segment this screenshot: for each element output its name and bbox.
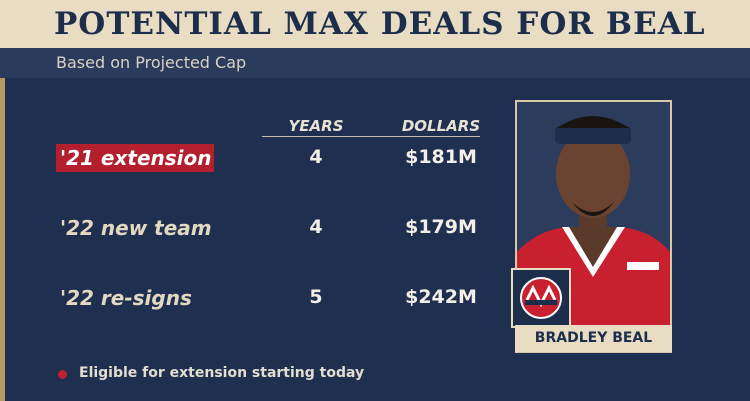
footnote-dot	[58, 370, 67, 379]
dollars-cell: $181M	[405, 146, 477, 168]
edge-stripe	[0, 78, 5, 401]
row-label: '21 extension	[56, 144, 214, 172]
row-label: '22 new team	[60, 216, 212, 240]
dollars-cell: $179M	[405, 216, 477, 238]
header-rule	[262, 136, 480, 137]
title-band	[0, 0, 750, 48]
team-logo	[511, 268, 571, 328]
title: POTENTIAL MAX DEALS FOR BEAL	[54, 6, 706, 42]
subtitle-band	[0, 48, 750, 78]
years-cell: 4	[309, 216, 323, 238]
player-name: BRADLEY BEAL	[534, 330, 653, 346]
dollars-cell: $242M	[405, 286, 477, 308]
logo-mark	[520, 277, 562, 319]
footnote: Eligible for extension starting today	[79, 365, 365, 381]
years-cell: 5	[309, 286, 323, 308]
name-bar	[515, 325, 672, 352]
row-label: '22 re-signs	[60, 286, 192, 310]
years-cell: 4	[309, 146, 323, 168]
column-header: YEARS	[288, 117, 344, 135]
subtitle: Based on Projected Cap	[56, 53, 247, 72]
column-header: DOLLARS	[401, 117, 481, 135]
